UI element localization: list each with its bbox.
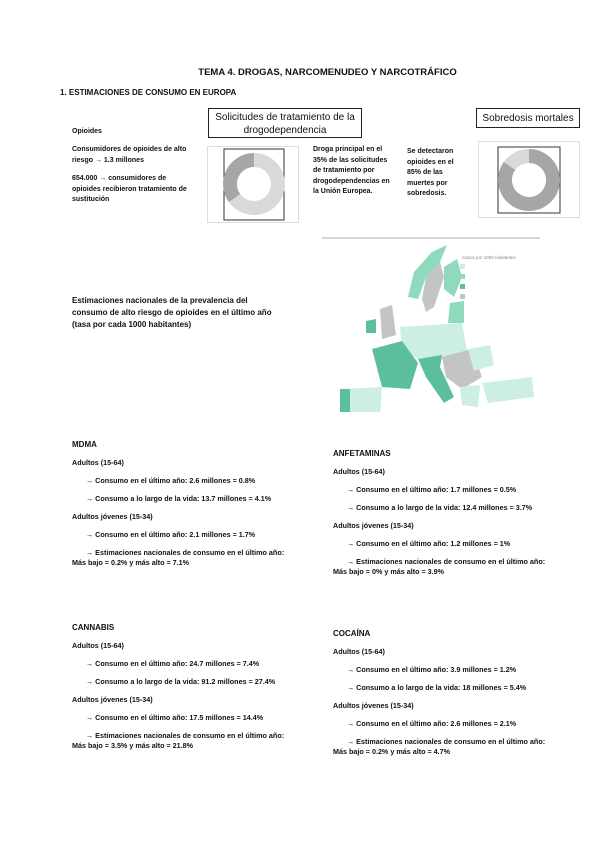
map-region-ireland	[366, 319, 376, 333]
anfetaminas-range: Más bajo = 0% y más alto = 3.9%	[333, 567, 445, 576]
cocaina-range: Más bajo = 0.2% y más alto = 4.7%	[333, 747, 451, 756]
map-region-portugal	[340, 389, 350, 412]
treatment-text: Droga principal en el 35% de las solicit…	[313, 146, 390, 195]
anfetaminas-adults: Adultos (15-64)	[333, 467, 385, 476]
treatment-donut	[223, 148, 285, 221]
cocaina-adults-life: → Consumo a lo largo de la vida: 18 mill…	[347, 683, 527, 692]
map-region-norway	[408, 245, 447, 299]
anfetaminas-adults-life: → Consumo a lo largo de la vida: 12.4 mi…	[347, 503, 533, 512]
anfetaminas-young-year: → Consumo en el último año: 1.2 millones…	[347, 539, 511, 548]
mdma-adults: Adultos (15-64)	[72, 458, 124, 467]
anfetaminas-heading: ANFETAMINAS	[333, 449, 391, 458]
donut-segment-rest	[228, 153, 285, 215]
mdma-young: Adultos jóvenes (15-34)	[72, 512, 153, 521]
cocaina-adults-year: → Consumo en el último año: 3.9 millones…	[347, 665, 517, 674]
map-region-sweden	[422, 262, 444, 312]
cocaina-young: Adultos jóvenes (15-34)	[333, 701, 414, 710]
map-region-turkey	[482, 377, 534, 403]
map-region-romania	[468, 345, 494, 371]
map-legend-title: Casos por 1000 habitantes	[462, 255, 517, 260]
mdma-adults-life: → Consumo a lo largo de la vida: 13.7 mi…	[86, 494, 272, 503]
legend-swatch-mid	[460, 274, 465, 279]
legend-swatch-none	[460, 294, 465, 299]
cannabis-national: → Estimaciones nacionales de consumo en …	[86, 731, 285, 740]
mdma-adults-year: → Consumo en el último año: 2.6 millones…	[86, 476, 256, 485]
map-caption: Estimaciones nacionales de la prevalenci…	[72, 296, 272, 329]
donut-segment-primary	[498, 149, 560, 211]
section-mdma: MDMA Adultos (15-64) → Consumo en el últ…	[72, 440, 322, 567]
mdma-range: Más bajo = 0.2% y más alto = 7.1%	[72, 558, 190, 567]
section-cocaina: COCAÍNA Adultos (15-64) → Consumo en el …	[333, 629, 593, 756]
anfetaminas-adults-year: → Consumo en el último año: 1.7 millones…	[347, 485, 517, 494]
anfetaminas-young: Adultos jóvenes (15-34)	[333, 521, 414, 530]
map-legend: Casos por 1000 habitantes	[460, 255, 517, 299]
anfetaminas-national: → Estimaciones nacionales de consumo en …	[347, 557, 546, 566]
cannabis-adults: Adultos (15-64)	[72, 641, 124, 650]
overdose-text: Se detectaron opioides en el 85% de las …	[407, 148, 454, 197]
overdose-box: Sobredosis mortales	[476, 108, 580, 128]
opioides-heading: Opioides	[72, 128, 102, 135]
overdose-donut-frame	[478, 141, 580, 218]
mdma-national: → Estimaciones nacionales de consumo en …	[86, 548, 285, 557]
treatment-donut-frame	[207, 146, 299, 223]
opioides-treatment: 654.000 → consumidores de opioides recib…	[72, 175, 187, 203]
cocaina-heading: COCAÍNA	[333, 629, 371, 638]
cocaina-young-year: → Consumo en el último año: 2.6 millones…	[347, 719, 517, 728]
opioides-consumers: Consumidores de opioides de alto riesgo …	[72, 146, 187, 164]
map-region-italy	[418, 355, 454, 403]
section-cannabis: CANNABIS Adultos (15-64) → Consumo en el…	[72, 623, 322, 750]
cannabis-young-year: → Consumo en el último año: 17.5 millone…	[86, 713, 264, 722]
overdose-donut	[497, 146, 561, 214]
donut-segment-primary	[223, 153, 255, 203]
cannabis-adults-life: → Consumo a lo largo de la vida: 91.2 mi…	[86, 677, 276, 686]
cannabis-young: Adultos jóvenes (15-34)	[72, 695, 153, 704]
map-region-central	[400, 323, 468, 361]
cocaina-adults: Adultos (15-64)	[333, 647, 385, 656]
cannabis-range: Más bajo = 3.5% y más alto = 21.8%	[72, 741, 194, 750]
donut-segment-rest	[503, 149, 530, 171]
europe-map: Casos por 1000 habitantes	[322, 237, 540, 417]
map-region-france	[372, 341, 418, 389]
legend-swatch-high	[460, 284, 465, 289]
page-title: TEMA 4. DROGAS, NARCOMENUDEO Y NARCOTRÁF…	[198, 67, 457, 78]
section-anfetaminas: ANFETAMINAS Adultos (15-64) → Consumo en…	[333, 449, 593, 576]
map-region-greece	[460, 385, 480, 407]
treatment-box: Solicitudes de tratamiento de la drogode…	[208, 108, 362, 138]
mdma-heading: MDMA	[72, 440, 97, 449]
cannabis-adults-year: → Consumo en el último año: 24.7 millone…	[86, 659, 260, 668]
legend-swatch-low	[460, 264, 465, 269]
section-heading: 1. ESTIMACIONES DE CONSUMO EN EUROPA	[60, 88, 237, 97]
map-region-iberia	[340, 387, 382, 417]
map-region-baltics	[448, 301, 464, 323]
map-region-uk	[380, 305, 396, 339]
cannabis-heading: CANNABIS	[72, 623, 115, 632]
mdma-young-year: → Consumo en el último año: 2.1 millones…	[86, 530, 256, 539]
map-region-finland	[444, 259, 462, 297]
cocaina-national: → Estimaciones nacionales de consumo en …	[347, 737, 546, 746]
